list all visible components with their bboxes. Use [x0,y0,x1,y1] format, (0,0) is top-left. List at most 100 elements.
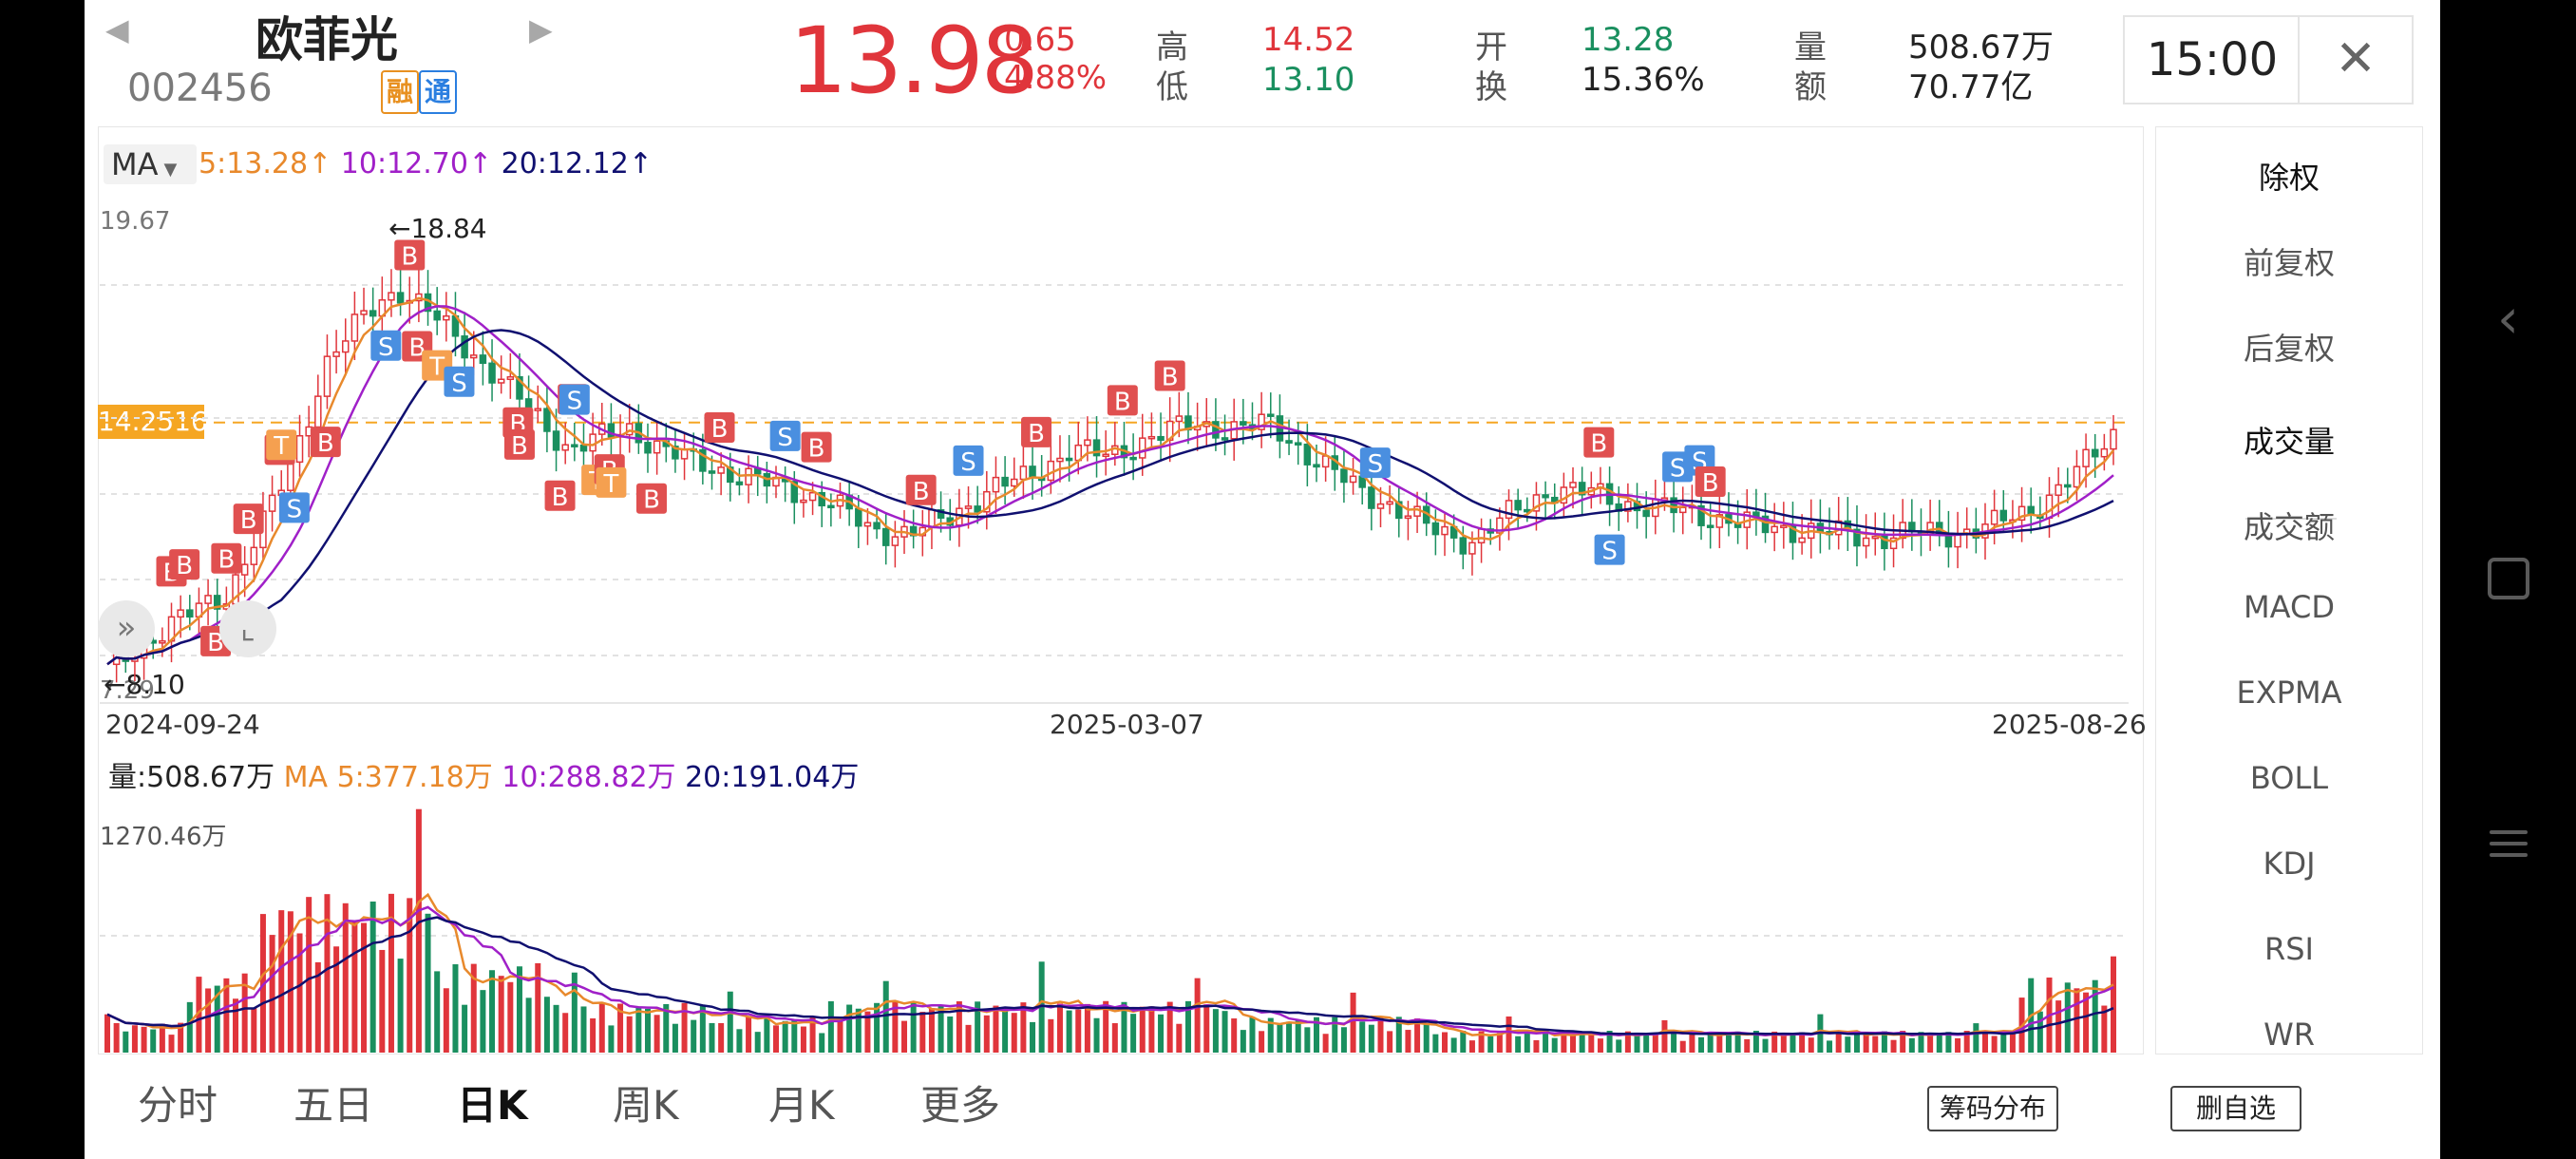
volume-bar [306,897,313,1053]
volume-bar [1524,1031,1530,1053]
trade-tag-s [1359,447,1391,479]
volume-bar [1084,1003,1090,1053]
trade-tag-label: B [401,242,418,271]
side-item-amount[interactable]: 成交额 [2243,509,2335,545]
candle-body [1010,478,1018,487]
candle-body [543,408,551,432]
candle-body [571,444,578,447]
volume-bar [296,933,303,1053]
chip-distribution-button[interactable]: 筹码分布 [1927,1086,2058,1131]
volume-bar [699,1005,706,1053]
volume-bar [1377,1017,1384,1053]
volume-bar [1780,1035,1787,1053]
expand-icon[interactable]: » [98,600,155,657]
candle-body [1340,468,1348,484]
volume-ma10: 10:288.82万 [502,761,676,794]
volume-bar [1322,1034,1329,1053]
volume-bar [1350,992,1356,1053]
volume-bar [1240,1030,1246,1053]
candle-body [369,310,377,317]
next-stock-icon[interactable]: ▶ [529,11,553,48]
candle-body [1761,515,1770,534]
side-item-kdj[interactable]: KDJ [2263,846,2316,882]
date-start: 2024-09-24 [105,709,260,740]
volume-value: 508.67万 [1908,28,2054,66]
side-item-backward-adjust[interactable]: 后复权 [2243,331,2335,367]
trade-tag-label: B [711,415,729,444]
volume-bar [1908,1037,1915,1053]
fullscreen-icon[interactable]: ⌞ [219,600,276,657]
current-price: 13.98 [789,8,1039,114]
turnover-label: 换 [1475,68,1507,106]
candle-body [1624,501,1632,512]
volume-bar [131,1025,138,1053]
side-item-volume[interactable]: 成交量 [2243,424,2335,460]
volume-bar [1423,1023,1430,1053]
volume-bar [1835,1031,1842,1053]
high-label: 高 [1156,28,1188,66]
candle-body [1871,535,1880,540]
candle-body [1092,439,1101,457]
volume-bar [1634,1036,1640,1053]
volume-bar [590,1018,597,1053]
side-item-ex-rights[interactable]: 除权 [2258,160,2320,196]
volume-bar [846,1004,853,1053]
volume-bar [1698,1036,1705,1053]
prev-stock-icon[interactable]: ◀ [105,11,129,48]
menu-icon[interactable] [2440,808,2576,879]
candle-body [1313,464,1320,468]
volume-bar [443,988,449,1053]
volume-bar [278,910,285,1053]
volume-bar [535,962,541,1053]
volume-bar [1286,1021,1293,1053]
side-item-boll[interactable]: BOLL [2249,760,2329,796]
volume-bar [1103,1000,1109,1053]
volume-bar [626,1016,633,1053]
candle-body [1889,537,1898,550]
side-item-rsi[interactable]: RSI [2264,931,2314,967]
tab-monthly-k[interactable]: 月K [768,1082,835,1129]
kline-chart[interactable]: BBBBBBTSBBSBTSBBBBSTBTBBSBBSBBBSBSSSB [85,0,2440,1159]
tab-daily-k[interactable]: 日K [457,1082,528,1129]
volume-axis-top: 1270.46万 [100,823,227,851]
candle-body [1715,514,1724,528]
indicator-select[interactable]: MA ▼ [104,144,197,184]
close-icon[interactable]: ✕ [2298,15,2414,104]
candle-body [653,440,661,454]
candle-body [579,444,588,452]
volume-bar [1716,1034,1723,1053]
tab-more[interactable]: 更多 [920,1082,1001,1129]
volume-bar [1927,1034,1934,1053]
side-item-macd[interactable]: MACD [2244,589,2335,625]
volume-bar [1661,1019,1668,1053]
volume-bar [1671,1031,1677,1053]
volume-bar [186,1001,193,1053]
volume-bar [938,1004,944,1053]
volume-bar [1808,1037,1814,1053]
volume-bar [1030,1021,1036,1053]
ma10-arrow-icon: ↑ [467,147,493,180]
candle-body [159,639,166,644]
tab-five-day[interactable]: 五日 [294,1082,374,1129]
volume-bar [1533,1039,1540,1053]
side-item-wr[interactable]: WR [2263,1016,2315,1053]
volume-bar [1597,1038,1603,1053]
tab-weekly-k[interactable]: 周K [613,1082,679,1129]
volume-bar [2000,1033,2007,1053]
chart-panel[interactable] [98,126,2144,1054]
back-icon[interactable]: ‹ [2496,286,2520,351]
candle-body [717,466,725,474]
volume-bar [498,976,504,1053]
candle-body [1129,456,1137,461]
volume-bar [1771,1031,1778,1053]
candle-body [1990,509,1998,525]
volume-bar [1689,1031,1695,1053]
remove-watchlist-button[interactable]: 删自选 [2170,1086,2301,1131]
candle-body [808,491,817,502]
side-item-expma[interactable]: EXPMA [2236,674,2342,711]
side-item-forward-adjust[interactable]: 前复权 [2243,245,2335,281]
volume-bar [1762,1038,1769,1053]
volume-bar [882,980,889,1053]
home-icon[interactable] [2440,546,2576,614]
tab-intraday[interactable]: 分时 [138,1082,218,1129]
